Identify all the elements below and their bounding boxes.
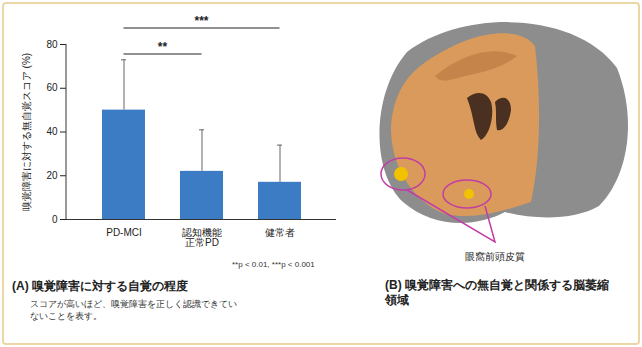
svg-text:60: 60 bbox=[46, 82, 58, 93]
html-text:**p < 0.01, ***p < 0.001: **p < 0.01, ***p < 0.001 bbox=[232, 260, 315, 269]
svg-text:**: ** bbox=[158, 40, 168, 54]
svg-text:20: 20 bbox=[46, 170, 58, 181]
html-text:(A) 嗅覚障害に対する自覚の程度: (A) 嗅覚障害に対する自覚の程度 bbox=[12, 279, 188, 293]
svg-text:健常者: 健常者 bbox=[265, 227, 295, 238]
svg-text:嗅覚障害に対する無自覚スコア (%): 嗅覚障害に対する無自覚スコア (%) bbox=[21, 53, 32, 211]
svg-text:認知機能正常PD: 認知機能正常PD bbox=[182, 227, 222, 248]
svg-text:0: 0 bbox=[52, 214, 58, 225]
svg-text:***: *** bbox=[194, 14, 208, 28]
svg-text:PD-MCI: PD-MCI bbox=[106, 227, 142, 238]
html-text:スコアが高いほど、嗅覚障害を正しく認識できていないことを表す: スコアが高いほど、嗅覚障害を正しく認識できていないことを表す。 bbox=[30, 299, 237, 321]
svg-text:80: 80 bbox=[46, 39, 58, 50]
svg-text:眼窩前頭皮質: 眼窩前頭皮質 bbox=[465, 251, 525, 262]
svg-text:40: 40 bbox=[46, 126, 58, 137]
html-text:(B) 嗅覚障害への無自覚と関係する脳萎縮領域: (B) 嗅覚障害への無自覚と関係する脳萎縮領域 bbox=[385, 278, 609, 307]
